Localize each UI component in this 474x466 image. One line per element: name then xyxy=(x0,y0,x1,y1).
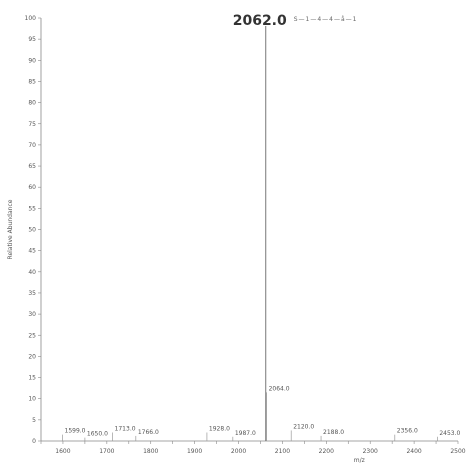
peak-label: 2064.0 xyxy=(269,385,290,392)
x-tick-label: 2200 xyxy=(319,448,334,455)
peak-label: 1987.0 xyxy=(235,430,256,437)
y-tick-label: 85 xyxy=(28,78,36,85)
x-tick-label: 1800 xyxy=(143,448,158,455)
y-tick-label: 95 xyxy=(28,36,36,43)
y-tick-label: 100 xyxy=(25,15,37,22)
y-tick-label: 25 xyxy=(28,332,36,339)
main-peak-annotation: S—1—4—4—å—1 xyxy=(294,16,358,23)
y-tick-label: 15 xyxy=(28,375,36,382)
y-tick-label: 60 xyxy=(28,184,36,191)
x-axis-label: m/z xyxy=(354,457,365,464)
peak-label: 1713.0 xyxy=(115,426,136,433)
y-tick-label: 40 xyxy=(28,269,36,276)
y-tick-label: 55 xyxy=(28,205,36,212)
y-tick-label: 30 xyxy=(28,311,36,318)
peak-label: 2453.0 xyxy=(439,430,460,437)
peaks-group: 1599.0 1650.0 1713.0 1766.0 1928.0 1987.0 2064… xyxy=(62,26,461,441)
peak-label: 1928.0 xyxy=(209,426,230,433)
y-axis-label: Relative Abundance xyxy=(7,199,14,259)
y-axis-ticks: 0 5 10 15 20 25 30 35 40 45 50 55 60 65 70 75 80 85 90 95 10… xyxy=(25,15,41,445)
peak-label: 2120.0 xyxy=(293,423,314,430)
y-tick-label: 90 xyxy=(28,57,36,64)
y-tick-label: 20 xyxy=(28,353,36,360)
peak-label: 1766.0 xyxy=(138,429,159,436)
x-tick-label: 1600 xyxy=(55,448,70,455)
x-tick-label: 2300 xyxy=(363,448,378,455)
x-tick-label: 2100 xyxy=(275,448,290,455)
y-tick-label: 75 xyxy=(28,121,36,128)
peak-label: 2188.0 xyxy=(323,429,344,436)
y-tick-label: 35 xyxy=(28,290,36,297)
y-tick-label: 10 xyxy=(28,396,36,403)
y-tick-label: 50 xyxy=(28,227,36,234)
peak-label: 2356.0 xyxy=(397,428,418,435)
x-tick-label: 2400 xyxy=(406,448,421,455)
peak-label: 1650.0 xyxy=(87,431,108,438)
peak-label: 1599.0 xyxy=(65,428,86,435)
x-tick-label: 2500 xyxy=(450,448,465,455)
y-tick-label: 70 xyxy=(28,142,36,149)
x-tick-label: 1900 xyxy=(187,448,202,455)
x-tick-label: 2000 xyxy=(231,448,246,455)
x-axis-ticks: 1600 1700 1800 1900 2000 2100 2200 2300 2400 2500 xyxy=(40,441,466,455)
y-tick-label: 0 xyxy=(32,438,36,445)
y-tick-label: 5 xyxy=(32,417,36,424)
x-tick-label: 1700 xyxy=(99,448,114,455)
y-tick-label: 80 xyxy=(28,100,36,107)
y-tick-label: 45 xyxy=(28,248,36,255)
y-tick-label: 65 xyxy=(28,163,36,170)
main-peak-label: 2062.0 xyxy=(233,13,287,29)
